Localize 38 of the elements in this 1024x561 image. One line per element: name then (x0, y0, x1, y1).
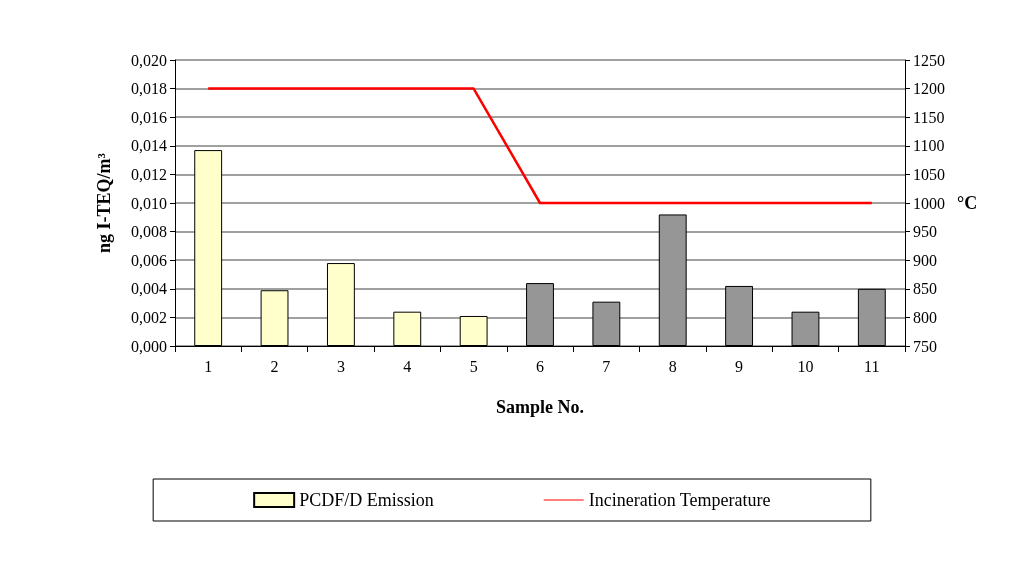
x-tick-label: 8 (668, 357, 677, 375)
x-tick-label: 6 (536, 357, 544, 375)
x-tick-label: 10 (797, 357, 814, 375)
y-tick-label: 0,002 (131, 308, 167, 326)
y2-tick-label: 1000 (913, 194, 945, 212)
y2-tick-label: 850 (913, 280, 937, 298)
y2-tick-label: 950 (913, 223, 937, 241)
y-tick-label: 0,016 (131, 108, 167, 126)
x-tick-label: 11 (864, 357, 880, 375)
y2-tick-label: 1100 (913, 137, 945, 155)
x-tick-label: 9 (735, 357, 744, 375)
x-tick-label: 1 (204, 357, 213, 375)
x-tick-label: 4 (403, 357, 412, 375)
y2-tick-label: 800 (913, 308, 937, 326)
y2-tick-label: 900 (913, 251, 937, 269)
y-tick-label: 0,004 (131, 280, 167, 298)
y2-tick-label: 1200 (913, 80, 945, 98)
y2-tick-label: 1050 (913, 165, 945, 183)
y2-tick-label: 1250 (913, 51, 945, 69)
legend-label: PCDF/D Emission (299, 490, 434, 510)
x-tick-label: 5 (469, 357, 478, 375)
y2-axis-title: °C (957, 193, 978, 213)
x-tick-label: 7 (602, 357, 611, 375)
x-axis-title: Sample No. (495, 397, 585, 417)
x-tick-label: 3 (336, 357, 345, 375)
legend-label: Incineration Temperature (588, 490, 771, 510)
y-tick-label: 0,010 (131, 194, 167, 212)
y2-tick-label: 1150 (913, 108, 945, 126)
y2-tick-label: 750 (913, 337, 937, 355)
y-tick-label: 0,008 (131, 223, 167, 241)
y-axis-title: ng I-TEQ/m³ (94, 152, 114, 253)
y-tick-label: 0,020 (131, 51, 167, 69)
y-tick-label: 0,014 (131, 137, 167, 155)
x-tick-label: 2 (270, 357, 279, 375)
y-tick-label: 0,006 (131, 251, 167, 269)
y-tick-label: 0,012 (131, 165, 167, 183)
y-tick-label: 0,018 (131, 80, 167, 98)
y-tick-label: 0,000 (131, 337, 167, 355)
